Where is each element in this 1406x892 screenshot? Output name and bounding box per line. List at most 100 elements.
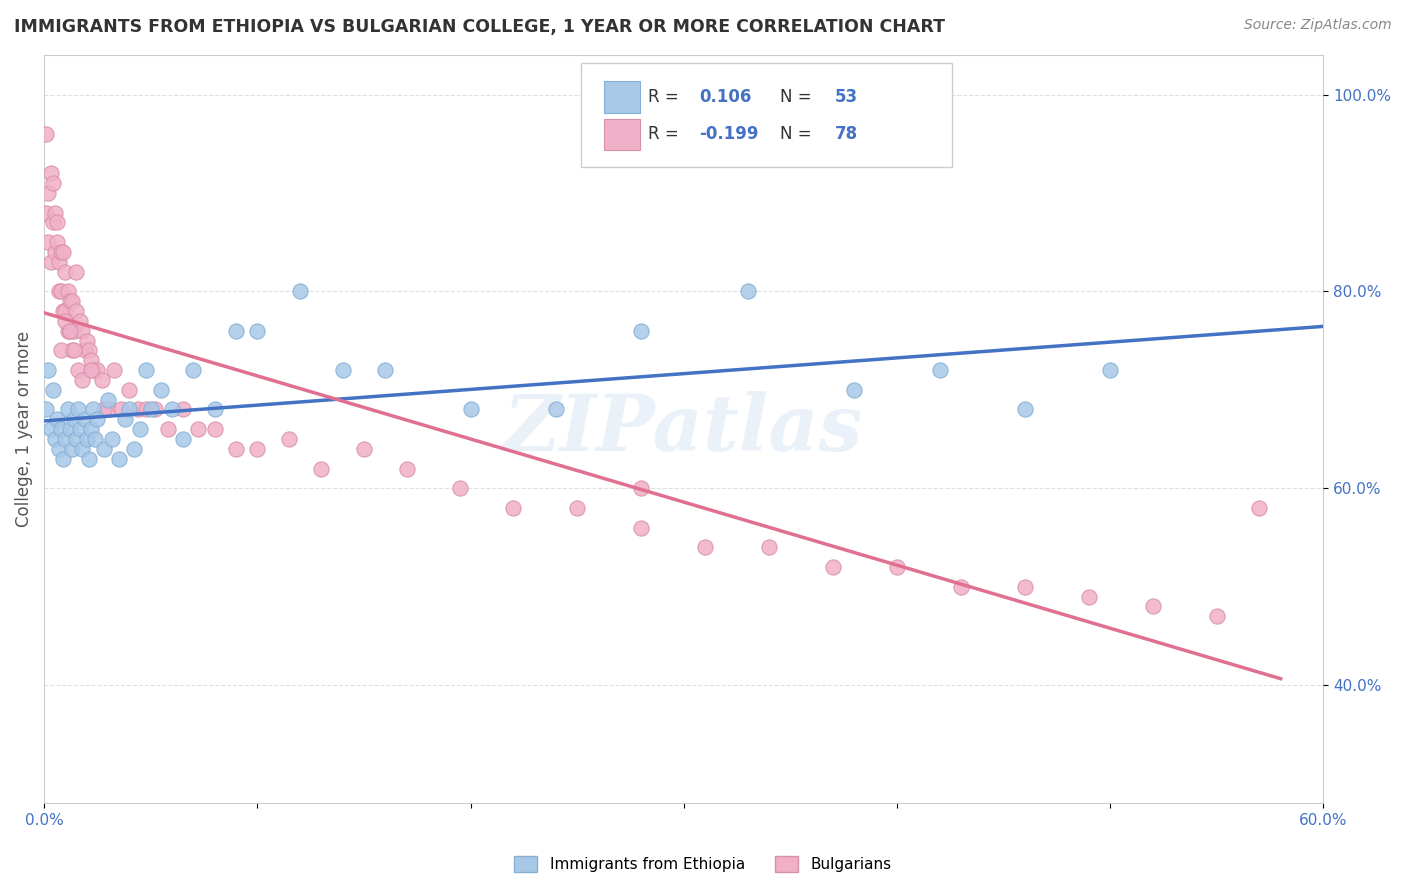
Point <box>758 541 780 555</box>
Point <box>143 402 166 417</box>
Legend: Immigrants from Ethiopia, Bulgarians: Immigrants from Ethiopia, Bulgarians <box>506 848 900 880</box>
Point <box>135 363 157 377</box>
Point <box>39 255 62 269</box>
Point <box>565 500 588 515</box>
Point <box>37 235 59 249</box>
Point <box>630 520 652 534</box>
Point <box>187 422 209 436</box>
Point <box>72 442 94 456</box>
Point <box>246 324 269 338</box>
Text: Source: ZipAtlas.com: Source: ZipAtlas.com <box>1244 18 1392 32</box>
Point <box>172 402 194 417</box>
Point <box>101 432 124 446</box>
Point <box>67 363 90 377</box>
Point <box>278 432 301 446</box>
Point <box>1205 609 1227 624</box>
Text: ZIPatlas: ZIPatlas <box>503 391 863 467</box>
Point <box>63 324 86 338</box>
Point <box>118 402 141 417</box>
Point <box>1249 500 1271 515</box>
Point <box>60 343 83 358</box>
Point <box>51 285 73 299</box>
Point <box>395 461 418 475</box>
Point <box>52 304 75 318</box>
Point <box>118 383 141 397</box>
Point <box>55 304 77 318</box>
Y-axis label: College, 1 year or more: College, 1 year or more <box>15 331 32 527</box>
Point <box>72 373 94 387</box>
Point <box>76 432 98 446</box>
Point <box>52 451 75 466</box>
Point <box>41 176 63 190</box>
Point <box>63 343 86 358</box>
Text: IMMIGRANTS FROM ETHIOPIA VS BULGARIAN COLLEGE, 1 YEAR OR MORE CORRELATION CHART: IMMIGRANTS FROM ETHIOPIA VS BULGARIAN CO… <box>14 18 945 36</box>
Point <box>48 285 70 299</box>
Point <box>844 383 866 397</box>
Point <box>59 324 82 338</box>
Point <box>97 402 120 417</box>
Point <box>172 432 194 446</box>
Point <box>44 245 66 260</box>
Point <box>67 402 90 417</box>
Point <box>51 245 73 260</box>
Point <box>80 363 103 377</box>
Point <box>1099 363 1122 377</box>
Point <box>309 461 332 475</box>
Point <box>60 442 83 456</box>
Point <box>52 245 75 260</box>
Text: 78: 78 <box>835 126 858 144</box>
Point <box>35 127 58 141</box>
Point <box>246 442 269 456</box>
Point <box>55 432 77 446</box>
Point <box>737 285 759 299</box>
Point <box>693 541 716 555</box>
Point <box>544 402 567 417</box>
Point <box>72 324 94 338</box>
Point <box>77 451 100 466</box>
Point <box>135 402 157 417</box>
Point <box>41 383 63 397</box>
FancyBboxPatch shape <box>605 119 640 150</box>
Point <box>1077 590 1099 604</box>
Point <box>59 294 82 309</box>
Point <box>35 205 58 219</box>
Point <box>93 402 115 417</box>
Point <box>41 215 63 229</box>
Point <box>44 205 66 219</box>
Point <box>37 186 59 200</box>
Point <box>288 285 311 299</box>
Point <box>80 422 103 436</box>
Point <box>84 432 107 446</box>
Point <box>60 294 83 309</box>
Point <box>122 442 145 456</box>
FancyBboxPatch shape <box>581 62 952 168</box>
Point <box>73 343 96 358</box>
Point <box>1142 599 1164 614</box>
Point <box>630 324 652 338</box>
Text: -0.199: -0.199 <box>699 126 759 144</box>
Point <box>150 383 173 397</box>
Point <box>56 402 79 417</box>
Point <box>374 363 396 377</box>
Point <box>51 422 73 436</box>
Point <box>460 402 482 417</box>
Text: N =: N = <box>780 88 817 106</box>
Point <box>183 363 205 377</box>
Point <box>353 442 375 456</box>
Point <box>59 422 82 436</box>
Point <box>139 402 162 417</box>
Text: R =: R = <box>648 88 683 106</box>
Point <box>225 324 247 338</box>
Point <box>86 363 108 377</box>
Point <box>65 304 87 318</box>
Point <box>502 500 524 515</box>
Point <box>35 402 58 417</box>
Point <box>630 481 652 495</box>
Point <box>65 432 87 446</box>
Point <box>127 402 149 417</box>
Point <box>1014 402 1036 417</box>
Point <box>63 412 86 426</box>
Point <box>160 402 183 417</box>
Point <box>449 481 471 495</box>
Point <box>204 402 226 417</box>
